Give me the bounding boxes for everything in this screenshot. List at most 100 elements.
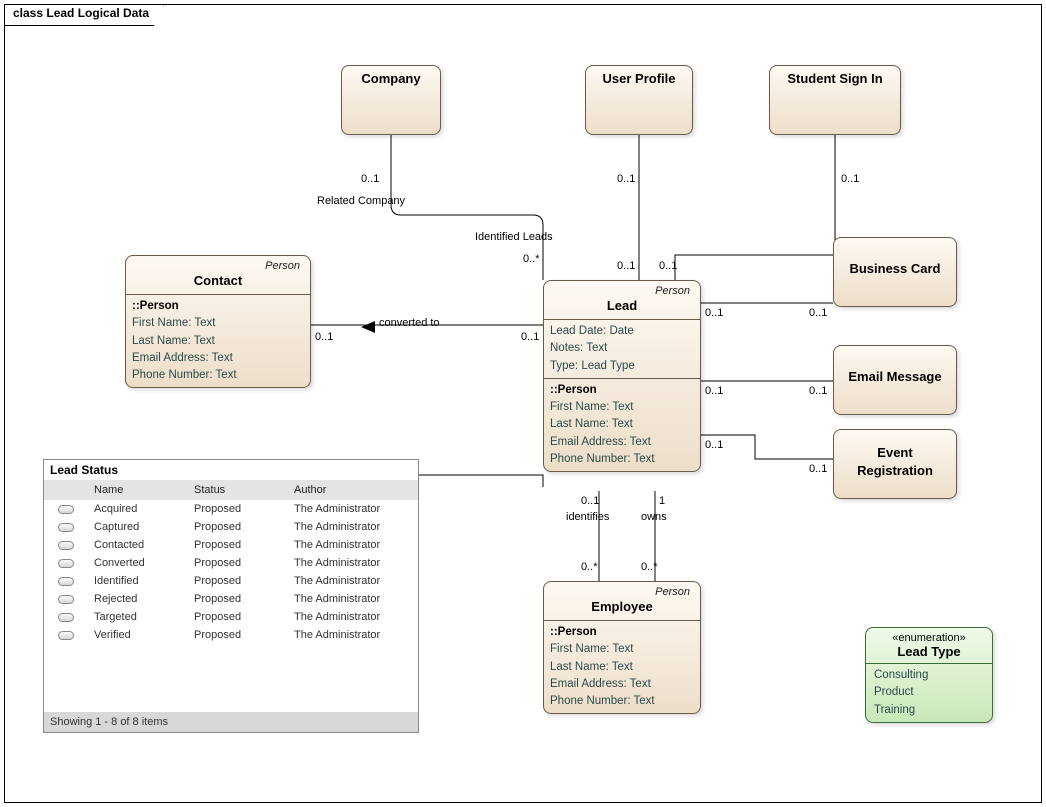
enum-value: Product xyxy=(874,684,984,701)
class-name: Event Registration xyxy=(857,445,933,478)
table-row: Identified Proposed The Administrator xyxy=(44,572,418,590)
col-header-author: Author xyxy=(288,480,418,500)
attr: Last Name: Text xyxy=(550,659,694,676)
class-name: Employee xyxy=(591,599,652,614)
status-icon xyxy=(58,505,74,514)
enum-value: Training xyxy=(874,702,984,719)
cell: The Administrator xyxy=(288,572,418,590)
multiplicity: 0..1 xyxy=(659,260,677,272)
table-row: Converted Proposed The Administrator xyxy=(44,554,418,572)
class-name: Contact xyxy=(194,273,242,288)
multiplicity: 0..1 xyxy=(361,173,379,185)
class-student-sign-in: Student Sign In xyxy=(769,65,901,135)
class-email-message: Email Message xyxy=(833,345,957,415)
table-footer: Showing 1 - 8 of 8 items xyxy=(44,712,418,732)
cell: Proposed xyxy=(188,536,288,554)
table-row: Contacted Proposed The Administrator xyxy=(44,536,418,554)
cell: Converted xyxy=(88,554,188,572)
class-name: Email Message xyxy=(848,369,941,384)
multiplicity: 0..1 xyxy=(705,307,723,319)
class-company: Company xyxy=(341,65,441,135)
multiplicity: 0..* xyxy=(523,253,540,265)
class-stereotype: Person xyxy=(132,260,304,272)
attr: First Name: Text xyxy=(550,399,694,416)
class-business-card: Business Card xyxy=(833,237,957,307)
table-row: Rejected Proposed The Administrator xyxy=(44,590,418,608)
enum-name: Lead Type xyxy=(872,644,986,659)
cell: Proposed xyxy=(188,608,288,626)
class-user-profile: User Profile xyxy=(585,65,693,135)
edge-label-identifies: identifies xyxy=(566,511,609,523)
cell: Proposed xyxy=(188,518,288,536)
attr: Last Name: Text xyxy=(132,333,304,350)
enum-lead-type: «enumeration» Lead Type Consulting Produ… xyxy=(865,627,993,723)
col-header-name: Name xyxy=(88,480,188,500)
attr: Last Name: Text xyxy=(550,416,694,433)
attr: Email Address: Text xyxy=(132,350,304,367)
status-icon xyxy=(58,595,74,604)
cell: Targeted xyxy=(88,608,188,626)
multiplicity: 0..1 xyxy=(617,260,635,272)
cell: The Administrator xyxy=(288,518,418,536)
class-name: Company xyxy=(361,71,420,86)
section-label: ::Person xyxy=(550,382,694,399)
diagram-frame: class Lead Logical Data xyxy=(4,4,1042,803)
attr: Email Address: Text xyxy=(550,434,694,451)
multiplicity: 0..1 xyxy=(705,385,723,397)
attr: Phone Number: Text xyxy=(132,367,304,384)
attr: Phone Number: Text xyxy=(550,693,694,710)
section-label: ::Person xyxy=(132,298,304,315)
table-lead-status: Lead Status Name Status Author Acquired … xyxy=(43,459,419,733)
edge-label-related-company: Related Company xyxy=(317,195,405,207)
section-label: ::Person xyxy=(550,624,694,641)
attr: First Name: Text xyxy=(132,315,304,332)
cell: Proposed xyxy=(188,554,288,572)
status-icon xyxy=(58,613,74,622)
multiplicity: 1 xyxy=(659,495,665,507)
enum-stereotype: «enumeration» xyxy=(872,632,986,644)
multiplicity: 0..* xyxy=(581,561,598,573)
enum-value: Consulting xyxy=(874,667,984,684)
cell: The Administrator xyxy=(288,536,418,554)
multiplicity: 0..1 xyxy=(581,495,599,507)
cell: Proposed xyxy=(188,590,288,608)
class-lead: Person Lead Lead Date: Date Notes: Text … xyxy=(543,280,701,472)
table-row: Verified Proposed The Administrator xyxy=(44,626,418,644)
class-employee: Person Employee ::Person First Name: Tex… xyxy=(543,581,701,714)
cell: Acquired xyxy=(88,500,188,518)
table-header: Name Status Author xyxy=(44,480,418,500)
col-header-status: Status xyxy=(188,480,288,500)
multiplicity: 0..1 xyxy=(809,463,827,475)
class-name: Student Sign In xyxy=(787,71,882,86)
table-row: Captured Proposed The Administrator xyxy=(44,518,418,536)
class-name: Business Card xyxy=(849,261,940,276)
multiplicity: 0..1 xyxy=(315,331,333,343)
multiplicity: 0..1 xyxy=(809,385,827,397)
cell: The Administrator xyxy=(288,500,418,518)
class-name: User Profile xyxy=(603,71,676,86)
edge-label-owns: owns xyxy=(641,511,667,523)
cell: Proposed xyxy=(188,500,288,518)
status-icon xyxy=(58,541,74,550)
attr: Email Address: Text xyxy=(550,676,694,693)
cell: Proposed xyxy=(188,626,288,644)
multiplicity: 0..1 xyxy=(841,173,859,185)
class-contact: Person Contact ::Person First Name: Text… xyxy=(125,255,311,388)
table-row: Targeted Proposed The Administrator xyxy=(44,608,418,626)
class-name: Lead xyxy=(607,298,637,313)
attr: Notes: Text xyxy=(550,340,694,357)
class-stereotype: Person xyxy=(550,285,694,297)
attr: Phone Number: Text xyxy=(550,451,694,468)
cell: Proposed xyxy=(188,572,288,590)
cell: The Administrator xyxy=(288,626,418,644)
multiplicity: 0..* xyxy=(641,561,658,573)
attr: Type: Lead Type xyxy=(550,358,694,375)
class-stereotype: Person xyxy=(550,586,694,598)
class-event-registration: Event Registration xyxy=(833,429,957,499)
cell: Rejected xyxy=(88,590,188,608)
multiplicity: 0..1 xyxy=(705,439,723,451)
cell: The Administrator xyxy=(288,590,418,608)
multiplicity: 0..1 xyxy=(617,173,635,185)
table-title: Lead Status xyxy=(44,460,418,480)
cell: Verified xyxy=(88,626,188,644)
